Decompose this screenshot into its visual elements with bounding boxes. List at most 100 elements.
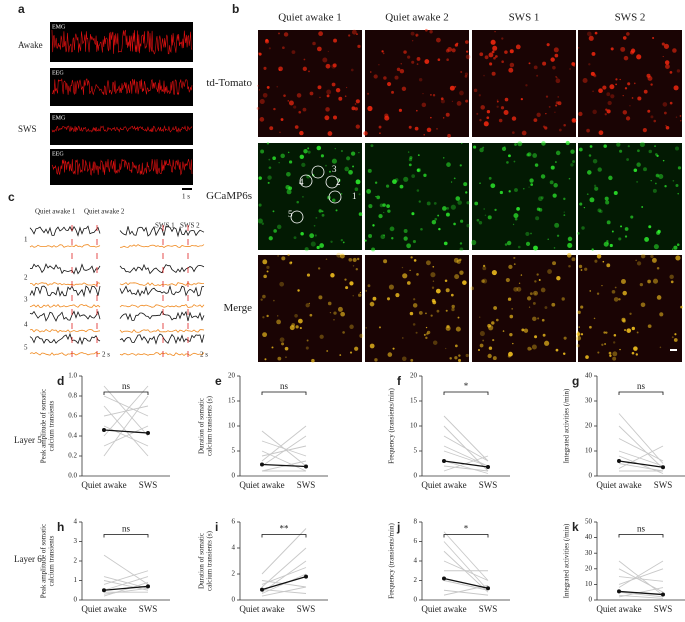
speckle <box>554 111 556 113</box>
trace <box>119 352 205 357</box>
speckle <box>464 75 468 78</box>
speckle <box>403 229 408 233</box>
speckle <box>354 103 357 105</box>
cell-label: 3 <box>24 296 28 304</box>
speckle <box>364 239 367 242</box>
speckle <box>369 301 375 307</box>
speckle <box>514 188 518 192</box>
speckle <box>665 124 667 127</box>
speckle <box>533 245 538 251</box>
speckle <box>672 48 677 53</box>
mean-point <box>146 584 150 589</box>
speckle <box>294 125 299 129</box>
speckle <box>262 332 268 338</box>
image <box>578 143 682 250</box>
individual-pair <box>103 385 149 437</box>
speckle <box>513 263 516 265</box>
individual-pair <box>618 450 664 467</box>
speckle <box>650 115 654 119</box>
speckle <box>588 154 592 157</box>
speckle <box>392 347 395 350</box>
speckle <box>335 87 341 93</box>
mean-point <box>146 431 150 435</box>
y-tick-label: 8 <box>414 518 418 526</box>
speckle <box>339 253 345 259</box>
individual-pair <box>443 550 489 593</box>
speckle <box>449 85 455 91</box>
speckle <box>552 65 556 70</box>
speckle <box>313 224 316 227</box>
mean-point <box>617 589 621 594</box>
speckle <box>633 346 638 351</box>
speckle <box>545 95 549 98</box>
speckle <box>476 218 480 222</box>
speckle <box>616 142 621 147</box>
speckle <box>615 78 618 81</box>
speckle <box>673 85 679 91</box>
speckle <box>636 180 639 183</box>
speckle <box>400 63 402 65</box>
speckle <box>487 353 492 359</box>
speckle <box>623 55 629 61</box>
speckle <box>454 274 460 280</box>
speckle <box>381 50 384 53</box>
speckle <box>383 259 388 264</box>
individual-pair <box>618 560 664 596</box>
speckle <box>444 279 448 283</box>
speckle <box>301 162 306 167</box>
speckle <box>354 107 358 111</box>
speckle <box>447 133 451 138</box>
speckle <box>648 225 652 229</box>
speckle <box>379 132 381 134</box>
cell-label: 5 <box>288 209 293 219</box>
speckle <box>532 153 538 158</box>
speckle <box>451 307 455 312</box>
speckle <box>577 310 581 314</box>
speckle <box>508 154 511 158</box>
significance: * <box>464 381 469 391</box>
speckle <box>612 351 618 357</box>
speckle <box>351 106 356 111</box>
speckle <box>370 144 374 148</box>
mean-point <box>486 586 490 591</box>
speckle <box>538 279 541 281</box>
speckle <box>586 193 589 196</box>
speckle <box>359 291 362 294</box>
speckle <box>569 68 571 70</box>
image <box>258 30 362 137</box>
speckle <box>636 162 641 167</box>
speckle <box>348 34 351 37</box>
speckle <box>496 99 499 101</box>
speckle <box>541 318 545 322</box>
speckle <box>520 97 523 101</box>
speckle <box>505 277 510 283</box>
speckle <box>459 90 464 96</box>
speckle <box>418 311 423 315</box>
significance-bracket <box>443 534 489 538</box>
speckle <box>580 305 584 309</box>
layer-label: Layer 6 <box>14 554 42 564</box>
speckle <box>479 118 482 122</box>
speckle <box>534 293 537 295</box>
speckle <box>596 292 600 295</box>
speckle <box>281 256 286 261</box>
x-tick-label: SWS <box>297 480 316 490</box>
speckle <box>544 340 550 346</box>
speckle <box>576 335 582 341</box>
speckle <box>408 125 412 129</box>
speckle <box>438 227 441 231</box>
speckle <box>408 163 412 167</box>
speckle <box>512 223 515 226</box>
speckle <box>607 100 612 106</box>
speckle <box>527 152 532 157</box>
speckle <box>547 269 552 274</box>
speckle <box>606 263 611 268</box>
individual-pair <box>618 413 664 464</box>
speckle <box>533 65 538 70</box>
speckle <box>483 121 489 127</box>
y-tick-label: 0 <box>414 596 418 604</box>
image <box>365 30 469 137</box>
speckle <box>457 316 460 319</box>
scale-label: 2 s <box>102 351 110 359</box>
speckle <box>345 286 349 290</box>
